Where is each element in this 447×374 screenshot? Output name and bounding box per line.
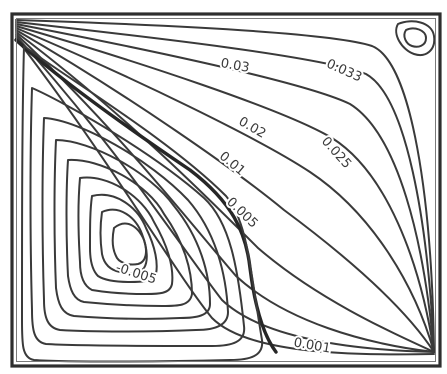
contour-label-0.001: 0.001 (292, 335, 331, 356)
contour-line (99, 208, 148, 275)
main-flow-contours (15, 19, 435, 356)
contour-line (77, 176, 174, 295)
contour-label-0.01: 0.01 (216, 149, 248, 179)
contour-label-0.033: 0.033 (324, 57, 364, 86)
contour-labels: 0.033 0.03 0.025 0.02 0.01 0.005 -0.005 … (112, 54, 366, 359)
contour-line (395, 20, 436, 56)
contour-line (41, 117, 229, 333)
contour-line (111, 222, 147, 266)
contour-line (15, 23, 435, 353)
corner-eddy-contours (395, 20, 436, 56)
plot-frame-inner (16, 18, 436, 362)
contour-line (15, 31, 435, 353)
contour-line (21, 45, 264, 363)
contour-line (89, 193, 158, 283)
plot-frame (10, 12, 442, 368)
contour-line (15, 25, 435, 353)
contour-line (15, 19, 435, 353)
contour-line (15, 21, 435, 353)
contour-line (53, 139, 211, 320)
contour-label-0.03: 0.03 (219, 56, 250, 76)
contour-line (15, 29, 435, 353)
contour-line (403, 27, 427, 48)
contour-line (29, 87, 246, 347)
contour-line (65, 158, 193, 307)
contour-line (15, 33, 435, 353)
vortex-contours (21, 45, 264, 363)
contour-line (15, 27, 435, 353)
contour-line (15, 35, 435, 353)
contour-line (15, 37, 435, 356)
